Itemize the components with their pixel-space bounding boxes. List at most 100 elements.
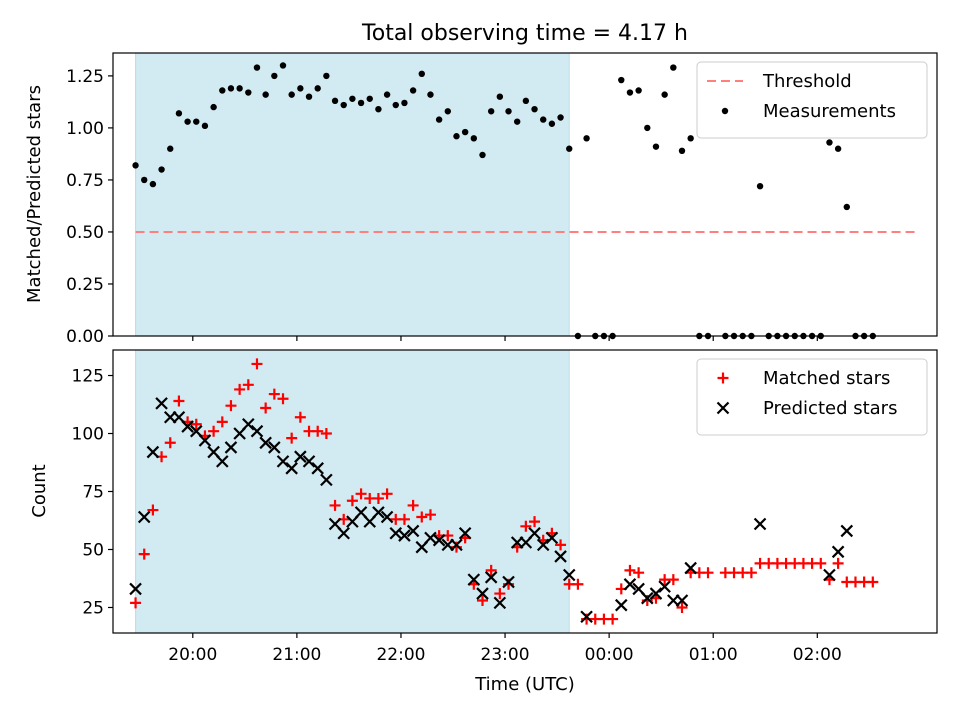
measurement-point <box>409 87 417 94</box>
x-tick-label: 22:00 <box>376 645 425 665</box>
top-shaded-interval <box>135 52 570 337</box>
bottom-legend: Matched stars Predicted stars <box>696 358 928 436</box>
measurement-point <box>201 122 209 130</box>
matched-stars-marker <box>277 393 289 405</box>
measurement-point <box>635 87 642 94</box>
top-panel-ratio: 0.00 0.25 0.50 0.75 1.00 1.25 Threshold Measur… <box>66 52 938 347</box>
top-legend-box <box>696 61 928 139</box>
predicted-stars-marker <box>615 598 628 612</box>
measurement-point <box>375 105 382 113</box>
x-tick-label: 00:00 <box>585 645 634 665</box>
measurement-point <box>349 95 356 102</box>
matched-stars-marker <box>234 383 246 395</box>
matched-stars-marker <box>190 418 202 430</box>
matched-stars-marker <box>416 511 428 523</box>
measurement-point <box>531 105 538 113</box>
matched-stars-marker <box>398 513 410 525</box>
predicted-stars-marker <box>562 568 576 582</box>
predicted-stars-marker <box>684 561 697 575</box>
measurement-point <box>210 103 217 111</box>
measurement-point <box>167 145 174 152</box>
measurement-point <box>262 91 269 98</box>
top-y-tick-label: 0.00 <box>66 327 104 347</box>
predicted-stars-marker <box>320 473 333 487</box>
legend-predicted-handle <box>716 401 730 415</box>
measurement-point <box>756 182 764 190</box>
measurement-point <box>253 64 261 71</box>
matched-stars-marker <box>381 488 393 500</box>
matched-stars-marker <box>346 495 358 507</box>
predicted-stars-marker <box>129 582 142 596</box>
measurement-point <box>566 145 573 152</box>
matched-stars-marker <box>208 425 220 437</box>
bottom-legend-label: Predicted stars <box>763 398 897 419</box>
measurement-point <box>618 76 625 84</box>
predicted-stars-marker <box>476 587 489 600</box>
measurement-point <box>392 101 399 109</box>
measurement-point <box>184 118 191 125</box>
matched-stars-marker <box>424 509 436 521</box>
measurement-point <box>314 85 321 92</box>
measurement-point <box>418 70 425 78</box>
bottom-y-tick-label: 75 <box>82 483 104 503</box>
bottom-shaded-interval <box>135 349 570 634</box>
predicted-stars-marker <box>268 441 281 454</box>
predicted-stars-marker <box>484 571 498 584</box>
measurement-point <box>297 85 304 92</box>
top-y-tick-label: 0.75 <box>66 171 104 191</box>
matched-stars-marker <box>676 601 688 613</box>
matched-stars-marker <box>633 567 645 579</box>
measurement-point <box>175 110 183 117</box>
measurement-point <box>219 87 226 94</box>
matched-stars-marker <box>815 557 827 569</box>
predicted-stars-marker <box>831 545 845 559</box>
predicted-stars-marker <box>840 524 854 538</box>
measurement-point <box>383 91 391 98</box>
bottom-legend-box <box>696 358 928 436</box>
matched-stars-marker <box>745 567 757 579</box>
measurement-point <box>288 91 295 98</box>
measurement-point <box>826 139 833 146</box>
bottom-legend-label: Matched stars <box>763 368 890 389</box>
legend-measurements-handle <box>721 107 729 115</box>
x-tick-label: 21:00 <box>272 645 321 665</box>
top-legend: Threshold Measurements <box>696 61 928 139</box>
predicted-stars-marker <box>641 591 654 605</box>
figure-title: Total observing time = 4.17 h <box>361 21 688 46</box>
matched-stars-marker <box>173 395 185 407</box>
matched-stars-marker <box>476 595 488 607</box>
predicted-stars-marker <box>458 526 472 540</box>
predicted-stars-marker <box>276 455 290 468</box>
predicted-stars-marker <box>242 417 255 431</box>
measurement-point <box>479 151 486 159</box>
predicted-stars-marker <box>285 462 298 475</box>
measurement-point <box>340 101 347 109</box>
measurement-point <box>548 120 556 127</box>
predicted-stars-marker <box>224 441 238 454</box>
matched-stars-marker <box>147 504 159 516</box>
measurement-point <box>626 89 634 96</box>
matched-stars-marker <box>607 613 619 625</box>
measurement-point <box>427 91 434 98</box>
matched-stars-marker <box>294 411 306 423</box>
predicted-stars-marker <box>658 580 671 593</box>
measurement-point <box>670 64 677 71</box>
matched-stars-marker <box>320 428 332 440</box>
matched-stars-marker <box>138 548 150 560</box>
predicted-stars-marker <box>528 526 541 540</box>
predicted-stars-marker <box>432 533 446 547</box>
predicted-stars-marker <box>823 568 836 582</box>
matched-stars-marker <box>312 425 324 437</box>
x-tick-label: 02:00 <box>793 645 842 665</box>
matched-stars-marker <box>667 574 679 586</box>
predicted-stars-marker <box>198 434 212 447</box>
matched-stars-marker <box>702 567 714 579</box>
bottom-panel-counts: 25 50 75 100 125 20:00 21:00 22:00 23:00 00:00 01:… <box>72 349 938 665</box>
predicted-stars-marker <box>372 506 385 519</box>
measurement-point <box>496 93 504 100</box>
matched-stars-marker <box>216 416 228 428</box>
measurement-point <box>132 162 139 169</box>
measurement-point <box>583 135 590 142</box>
predicted-stars-marker <box>467 573 481 586</box>
measurement-point <box>661 91 668 98</box>
